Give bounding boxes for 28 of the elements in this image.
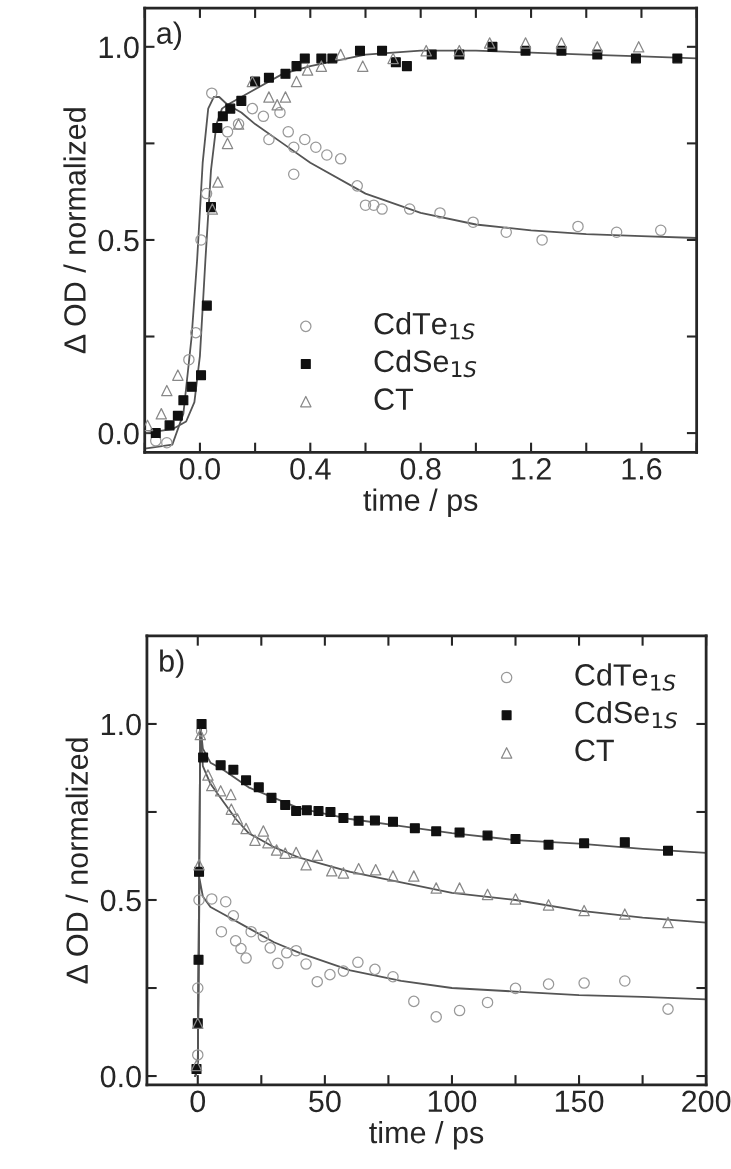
y-tick-label: 1.0 xyxy=(101,713,141,736)
y-axis-title: Δ OD / normalized xyxy=(63,108,86,354)
x-tick-label: 200 xyxy=(682,1090,731,1113)
legend-label: CdSe$_{1S}$ xyxy=(575,700,678,729)
x-tick-label: 100 xyxy=(428,1090,477,1113)
x-tick-label: 1.6 xyxy=(622,458,662,480)
legend-label: CT xyxy=(575,739,614,762)
x-tick-label: 150 xyxy=(555,1090,604,1113)
y-tick-label: 1.0 xyxy=(99,36,139,59)
x-axis-title: time / ps xyxy=(363,488,478,518)
x-tick-label: 0.8 xyxy=(400,458,441,480)
y-tick-label: 0.5 xyxy=(98,229,139,252)
legend-label: CT xyxy=(374,388,414,410)
y-tick-label: 0.0 xyxy=(100,1065,141,1088)
x-tick-label: 0 xyxy=(190,1090,206,1113)
x-tick-label: 50 xyxy=(309,1090,341,1113)
legend-label: CdSe$_{1S}$ xyxy=(374,349,477,378)
x-axis-title: time / ps xyxy=(369,1120,484,1150)
legend-label: CdTe$_{1S}$ xyxy=(374,312,475,340)
y-axis-title: Δ OD / normalized xyxy=(65,738,88,984)
legend-label: CdTe$_{1S}$ xyxy=(575,663,676,691)
y-tick-label: 0.5 xyxy=(100,889,141,912)
y-tick-label: 0.0 xyxy=(98,422,139,445)
x-tick-label: 1.2 xyxy=(512,458,551,480)
annotation: a) xyxy=(157,21,182,50)
x-tick-label: 0.4 xyxy=(290,458,331,480)
x-tick-label: 0.0 xyxy=(179,458,220,480)
annotation: b) xyxy=(160,649,184,678)
